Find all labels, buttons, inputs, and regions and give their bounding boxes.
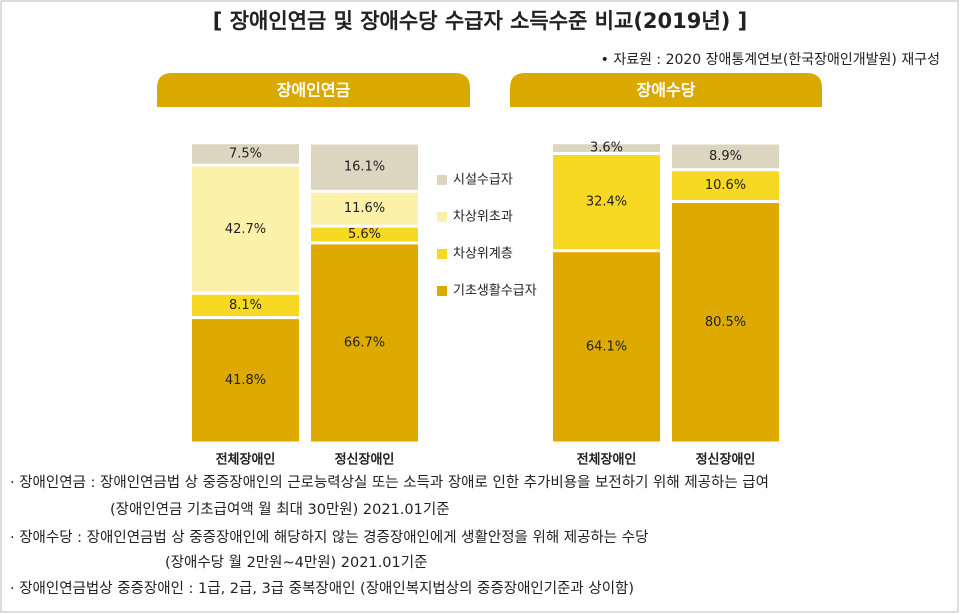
footnote: (장애인연금 기초급여액 월 최대 30만원) 2021.01기준 <box>110 501 450 518</box>
bar-segment <box>311 192 418 225</box>
value-label: 8.9% <box>709 149 742 164</box>
value-label: 16.1% <box>344 160 385 175</box>
panel-title: 장애수당 <box>637 81 696 100</box>
bar-segment <box>192 294 299 317</box>
bar-segment <box>672 144 779 169</box>
value-label: 7.5% <box>229 146 262 161</box>
x-tick-label: 정신장애인 <box>696 452 756 468</box>
legend-swatch <box>437 175 447 185</box>
bar-segment <box>311 244 418 442</box>
bar-segment <box>192 166 299 292</box>
legend-label: 차상위계층 <box>453 247 513 262</box>
panel-header <box>510 73 822 107</box>
footnote: (장애수당 월 2만원~4만원) 2021.01기준 <box>165 554 427 571</box>
value-label: 42.7% <box>225 222 266 237</box>
bar-segment <box>192 144 299 164</box>
value-label: 3.6% <box>590 141 623 156</box>
source-note: • 자료원 : 2020 장애통계연보(한국장애인개발원) 재구성 <box>601 52 940 68</box>
bar-segment <box>311 227 418 242</box>
legend-swatch <box>437 286 447 296</box>
bar-segment <box>553 155 660 250</box>
x-tick-label: 전체장애인 <box>577 452 637 468</box>
value-label: 11.6% <box>344 201 385 216</box>
page-title: [ 장애인연금 및 장애수당 수급자 소득수준 비교(2019년) ] <box>213 9 747 33</box>
bar-segment <box>553 144 660 152</box>
value-label: 41.8% <box>225 373 266 388</box>
bar-segment <box>553 252 660 442</box>
legend-label: 시설수급자 <box>453 173 513 188</box>
legend-swatch <box>437 212 447 222</box>
footnote: · 장애인연금법상 중증장애인 : 1급, 2급, 3급 중복장애인 (장애인복… <box>10 580 634 597</box>
value-label: 5.6% <box>348 227 381 242</box>
footnote: · 장애수당 : 장애인연금법 상 중증장애인에 해당하지 않는 경증장애인에게… <box>10 529 648 546</box>
panel-header <box>157 73 470 107</box>
legend-label: 차상위초과 <box>453 210 513 225</box>
panel-title: 장애인연금 <box>277 81 351 100</box>
legend-swatch <box>437 249 447 259</box>
bar-segment <box>672 203 779 442</box>
x-tick-label: 정신장애인 <box>335 452 395 468</box>
value-label: 32.4% <box>586 195 627 210</box>
value-label: 66.7% <box>344 335 385 350</box>
bar-segment <box>311 144 418 190</box>
bar-segment <box>672 171 779 200</box>
bar-segment <box>192 319 299 442</box>
value-label: 8.1% <box>229 298 262 313</box>
value-label: 80.5% <box>705 315 746 330</box>
value-label: 64.1% <box>586 339 627 354</box>
value-label: 10.6% <box>705 178 746 193</box>
x-tick-label: 전체장애인 <box>216 452 276 468</box>
footnote: · 장애인연금 : 장애인연금법 상 중증장애인의 근로능력상실 또는 소득과 … <box>10 474 769 491</box>
legend-label: 기초생활수급자 <box>453 284 537 299</box>
